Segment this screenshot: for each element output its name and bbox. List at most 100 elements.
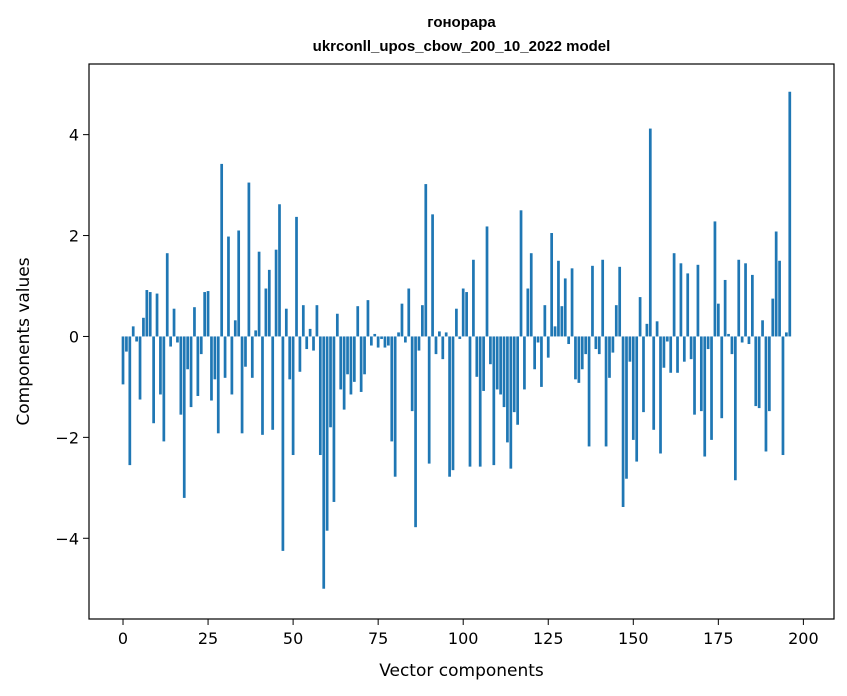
bar xyxy=(404,336,407,343)
bar xyxy=(614,305,618,337)
bar xyxy=(580,336,584,370)
bar xyxy=(172,308,176,337)
bar xyxy=(495,336,499,390)
bar xyxy=(659,336,662,454)
y-tick-label: −4 xyxy=(55,529,79,548)
bar xyxy=(638,297,642,337)
bar xyxy=(523,336,526,390)
bar xyxy=(577,336,581,383)
bar xyxy=(322,336,326,589)
bar xyxy=(625,336,628,479)
bar xyxy=(679,263,683,337)
bar xyxy=(682,336,686,362)
bar xyxy=(315,305,319,337)
bar xyxy=(284,308,288,337)
bar xyxy=(342,336,346,410)
bar xyxy=(744,263,747,337)
bar xyxy=(489,336,492,365)
bar xyxy=(587,336,591,447)
bar xyxy=(754,336,758,407)
bar xyxy=(441,336,445,360)
bar xyxy=(142,317,145,337)
bar xyxy=(536,336,540,343)
bar xyxy=(601,259,605,337)
x-tick-label: 175 xyxy=(703,629,734,648)
bar xyxy=(145,290,149,337)
bar xyxy=(305,336,309,350)
bar xyxy=(281,336,285,551)
bar xyxy=(771,298,775,337)
bar xyxy=(652,336,656,430)
bar xyxy=(288,336,292,380)
bar xyxy=(182,336,186,498)
bar xyxy=(421,305,424,337)
bar xyxy=(751,274,754,337)
chart-subtitle: ukrconll_upos_cbow_200_10_2022 model xyxy=(313,38,611,55)
bar xyxy=(703,336,707,457)
bar xyxy=(516,336,519,425)
bar xyxy=(597,336,601,355)
bar xyxy=(271,336,275,430)
bar xyxy=(519,210,523,337)
x-tick-label: 125 xyxy=(533,629,564,648)
bar xyxy=(179,336,183,415)
bar xyxy=(155,293,159,337)
bar xyxy=(461,288,465,337)
bar xyxy=(475,336,479,377)
x-tick-label: 0 xyxy=(118,629,128,648)
x-tick-label: 200 xyxy=(788,629,819,648)
bar xyxy=(250,336,254,378)
bar xyxy=(604,336,608,447)
bar xyxy=(553,326,557,337)
bar xyxy=(631,336,635,440)
bar xyxy=(400,303,404,337)
bar xyxy=(383,336,387,348)
bar xyxy=(186,336,190,370)
bar xyxy=(135,336,138,342)
bar xyxy=(247,182,251,337)
bar xyxy=(584,336,588,355)
bar xyxy=(373,333,377,337)
bar xyxy=(264,288,268,337)
bar xyxy=(210,336,213,401)
bar xyxy=(176,336,179,343)
bar xyxy=(768,336,771,412)
bar xyxy=(468,336,472,467)
bar xyxy=(267,269,271,337)
bar xyxy=(131,326,135,337)
bar xyxy=(237,230,241,337)
bar xyxy=(608,336,611,378)
bar xyxy=(165,253,169,337)
bar xyxy=(706,336,710,350)
bar xyxy=(648,128,652,337)
bar xyxy=(574,336,577,380)
bar xyxy=(662,336,666,368)
bar xyxy=(393,336,397,477)
y-tick-label: −2 xyxy=(55,428,79,447)
bar xyxy=(169,336,172,347)
bar xyxy=(301,305,305,337)
bar xyxy=(332,336,336,502)
bar xyxy=(689,336,693,360)
plot-frame xyxy=(88,63,835,620)
bar xyxy=(312,336,315,351)
bar xyxy=(696,264,700,337)
bar xyxy=(257,251,261,337)
bar xyxy=(278,204,281,337)
bar xyxy=(672,253,676,337)
bar xyxy=(618,266,622,337)
bar xyxy=(390,336,394,442)
bar xyxy=(686,273,690,337)
bar xyxy=(417,336,421,351)
bar xyxy=(642,336,645,413)
bar xyxy=(591,265,594,337)
bar xyxy=(788,91,792,337)
bar xyxy=(227,236,230,337)
bar xyxy=(261,336,264,435)
bar xyxy=(465,292,468,337)
bar xyxy=(203,292,207,337)
bar xyxy=(414,336,417,528)
bar xyxy=(778,260,781,337)
bar xyxy=(482,336,485,391)
